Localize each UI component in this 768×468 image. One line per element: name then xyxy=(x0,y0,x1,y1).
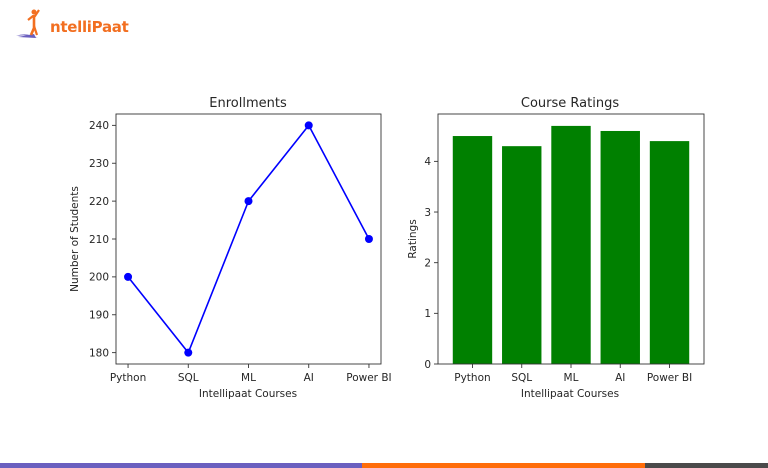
x-tick-label: AI xyxy=(615,372,625,384)
data-point-marker xyxy=(304,121,313,130)
x-tick-label: Python xyxy=(454,372,490,384)
x-tick-label: Power BI xyxy=(647,372,692,384)
x-tick-label: ML xyxy=(241,372,256,384)
y-tick-label: 210 xyxy=(89,234,109,246)
logo-figure-icon xyxy=(16,9,40,38)
x-tick-label: Python xyxy=(110,372,146,384)
data-point-marker xyxy=(124,272,133,281)
footer-color-bar xyxy=(0,463,768,468)
enrollments-y-ticks: 180 190 200 210 220 230 240 xyxy=(89,120,116,359)
ratings-chart: Course Ratings 0 1 2 3 4 Python SQL ML AI Power … xyxy=(407,96,705,400)
ratings-xlabel: Intellipaat Courses xyxy=(521,388,619,400)
enrollments-title: Enrollments xyxy=(209,96,287,111)
bar-power-bi xyxy=(649,141,690,364)
data-point-marker xyxy=(244,197,253,206)
enrollments-axes-frame xyxy=(115,113,382,365)
y-tick-label: 4 xyxy=(424,156,431,168)
enrollments-xlabel: Intellipaat Courses xyxy=(199,388,297,400)
y-tick-label: 220 xyxy=(89,196,109,208)
enrollments-ylabel: Number of Students xyxy=(69,186,81,292)
data-point-marker xyxy=(364,235,373,243)
enrollments-chart: Enrollments 180 190 200 210 220 230 240 Python… xyxy=(69,96,392,400)
y-tick-label: 1 xyxy=(424,308,431,320)
footer-bar-segment-2 xyxy=(645,463,768,468)
y-tick-label: 3 xyxy=(424,207,431,219)
bar-ai xyxy=(600,130,640,364)
x-tick-label: AI xyxy=(304,372,314,384)
y-tick-label: 200 xyxy=(89,272,109,284)
enrollments-line xyxy=(127,123,370,355)
bar-sql xyxy=(502,146,542,364)
x-tick-label: Power BI xyxy=(346,372,391,384)
footer-bar-segment-1 xyxy=(362,463,645,468)
y-tick-label: 180 xyxy=(89,347,109,359)
ratings-bars xyxy=(452,125,690,365)
ratings-x-ticks: Python SQL ML AI Power BI xyxy=(454,364,692,384)
y-tick-label: 0 xyxy=(424,359,431,371)
y-tick-label: 230 xyxy=(89,158,109,170)
ratings-y-ticks: 0 1 2 3 4 xyxy=(424,156,438,371)
ratings-ylabel: Ratings xyxy=(407,219,419,258)
data-point-marker xyxy=(184,348,193,357)
y-tick-label: 190 xyxy=(89,310,109,322)
bar-python xyxy=(452,136,493,364)
intellipaat-logo: ntelliPaat xyxy=(14,8,129,42)
y-tick-label: 2 xyxy=(424,257,431,269)
logo-text-intelli: ntelli xyxy=(50,18,92,36)
ratings-title: Course Ratings xyxy=(521,96,619,111)
footer-bar-segment-0 xyxy=(0,463,362,468)
x-tick-label: ML xyxy=(564,372,579,384)
logo-text-paat: Paat xyxy=(91,18,129,36)
y-tick-label: 240 xyxy=(89,120,109,132)
enrollments-markers xyxy=(124,121,373,357)
bar-ml xyxy=(551,125,591,365)
x-tick-label: SQL xyxy=(511,372,532,384)
x-tick-label: SQL xyxy=(178,372,199,384)
enrollments-x-ticks: Python SQL ML AI Power BI xyxy=(110,364,392,384)
